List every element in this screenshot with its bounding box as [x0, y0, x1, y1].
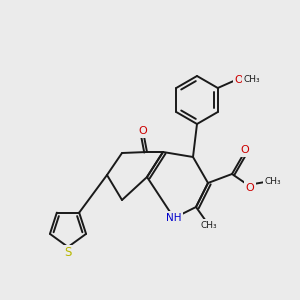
Text: O: O	[139, 126, 147, 136]
Text: O: O	[234, 75, 243, 85]
Text: O: O	[241, 145, 249, 155]
Text: S: S	[64, 247, 72, 260]
Text: CH₃: CH₃	[265, 178, 281, 187]
Text: CH₃: CH₃	[201, 220, 217, 230]
Text: NH: NH	[166, 213, 182, 223]
Text: CH₃: CH₃	[244, 74, 260, 83]
Text: O: O	[246, 183, 254, 193]
